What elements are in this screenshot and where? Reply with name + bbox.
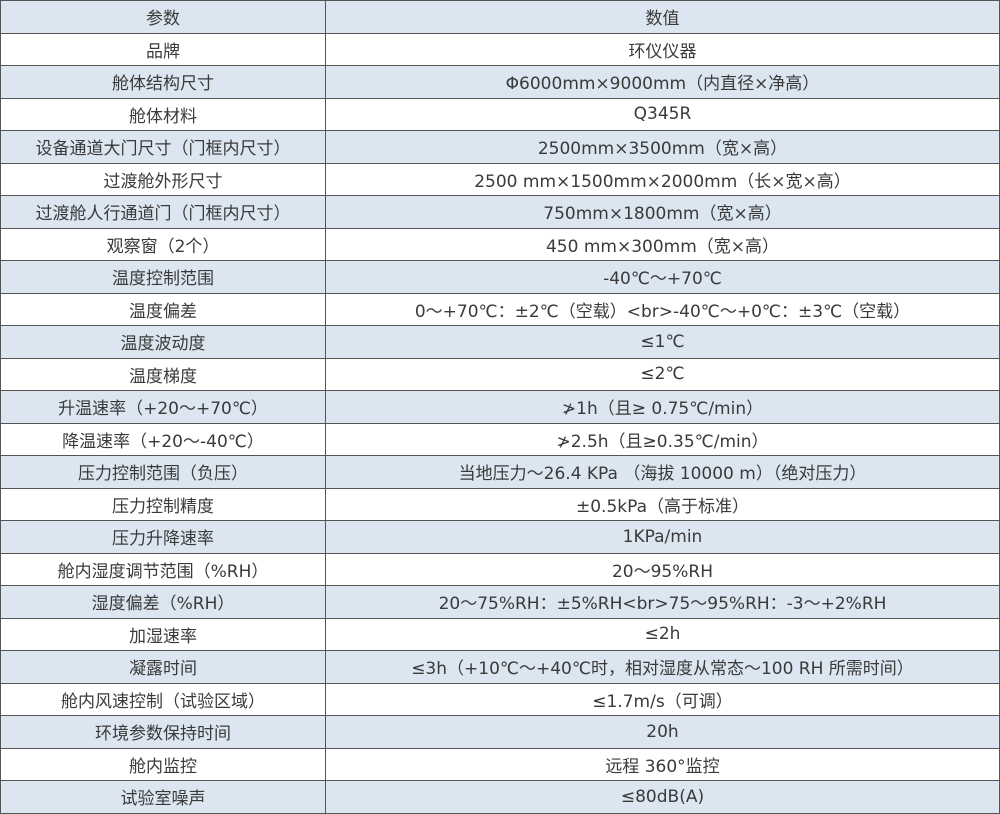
parameter-cell: 凝露时间: [0, 650, 326, 684]
parameter-cell: 设备通道大门尺寸（门框内尺寸）: [0, 130, 326, 164]
value-cell: 750mm×1800mm（宽×高）: [325, 195, 1000, 229]
table-row: 舱内监控 远程 360°监控: [0, 747, 1000, 781]
parameter-cell: 舱内风速控制（试验区域）: [0, 682, 326, 716]
table-row: 舱体结构尺寸 Φ6000mm×9000mm（内直径×净高）: [0, 65, 1000, 99]
table-row: 舱内湿度调节范围（%RH） 20～95%RH: [0, 552, 1000, 586]
parameter-cell: 舱内湿度调节范围（%RH）: [0, 552, 326, 586]
value-cell: ≤2h: [325, 617, 1000, 651]
table-row: 降温速率（+20～-40℃） ≯2.5h（且≥0.35℃/min）: [0, 422, 1000, 456]
table-row: 过渡舱外形尺寸 2500 mm×1500mm×2000mm（长×宽×高）: [0, 162, 1000, 196]
table-row: 温度偏差 0～+70℃：±2℃（空载）<br>-40℃～+0℃：±3℃（空载）: [0, 292, 1000, 326]
table-header-row: 参数 数值: [0, 0, 1000, 34]
value-cell: ≤1℃: [325, 325, 1000, 359]
value-cell: ≤3h（+10℃～+40℃时，相对湿度从常态～100 RH 所需时间）: [325, 650, 1000, 684]
table-row: 压力控制范围（负压） 当地压力～26.4 KPa （海拔 10000 m）（绝对压…: [0, 455, 1000, 489]
value-cell: ≯1h（且≥ 0.75℃/min）: [325, 390, 1000, 424]
parameter-cell: 温度偏差: [0, 292, 326, 326]
parameter-cell: 过渡舱外形尺寸: [0, 162, 326, 196]
value-cell: 2500 mm×1500mm×2000mm（长×宽×高）: [325, 162, 1000, 196]
table-row: 升温速率（+20～+70℃） ≯1h（且≥ 0.75℃/min）: [0, 390, 1000, 424]
parameter-cell: 舱内监控: [0, 747, 326, 781]
table-row: 压力控制精度 ±0.5kPa（高于标准）: [0, 487, 1000, 521]
table-row: 品牌 环仪仪器: [0, 32, 1000, 66]
table-row: 观察窗（2个） 450 mm×300mm（宽×高）: [0, 227, 1000, 261]
value-cell: 2500mm×3500mm（宽×高）: [325, 130, 1000, 164]
value-cell: ±0.5kPa（高于标准）: [325, 487, 1000, 521]
value-cell: ≤80dB(A): [325, 780, 1000, 814]
table-row: 加湿速率 ≤2h: [0, 617, 1000, 651]
parameter-cell: 压力升降速率: [0, 520, 326, 554]
table-row: 环境参数保持时间 20h: [0, 715, 1000, 749]
value-cell: 0～+70℃：±2℃（空载）<br>-40℃～+0℃：±3℃（空载）: [325, 292, 1000, 326]
table-row: 压力升降速率 1KPa/min: [0, 520, 1000, 554]
parameter-cell: 试验室噪声: [0, 780, 326, 814]
table-row: 温度波动度 ≤1℃: [0, 325, 1000, 359]
table-row: 舱内风速控制（试验区域） ≤1.7m/s（可调）: [0, 682, 1000, 716]
value-cell: ≤1.7m/s（可调）: [325, 682, 1000, 716]
parameter-cell: 过渡舱人行通道门（门框内尺寸）: [0, 195, 326, 229]
parameter-cell: 舱体结构尺寸: [0, 65, 326, 99]
parameter-cell: 升温速率（+20～+70℃）: [0, 390, 326, 424]
value-cell: Q345R: [325, 97, 1000, 131]
table-row: 过渡舱人行通道门（门框内尺寸） 750mm×1800mm（宽×高）: [0, 195, 1000, 229]
parameter-cell: 温度波动度: [0, 325, 326, 359]
value-cell: 450 mm×300mm（宽×高）: [325, 227, 1000, 261]
parameter-cell: 温度梯度: [0, 357, 326, 391]
table-row: 试验室噪声 ≤80dB(A): [0, 780, 1000, 814]
value-cell: 20h: [325, 715, 1000, 749]
value-cell: -40℃～+70℃: [325, 260, 1000, 294]
value-cell: ≤2℃: [325, 357, 1000, 391]
parameter-cell: 品牌: [0, 32, 326, 66]
parameter-cell: 温度控制范围: [0, 260, 326, 294]
header-value: 数值: [325, 0, 1000, 34]
parameter-cell: 降温速率（+20～-40℃）: [0, 422, 326, 456]
value-cell: 远程 360°监控: [325, 747, 1000, 781]
value-cell: Φ6000mm×9000mm（内直径×净高）: [325, 65, 1000, 99]
parameter-cell: 环境参数保持时间: [0, 715, 326, 749]
value-cell: 20～95%RH: [325, 552, 1000, 586]
parameter-cell: 舱体材料: [0, 97, 326, 131]
table-row: 湿度偏差（%RH） 20～75%RH：±5%RH<br>75～95%RH：-3～+…: [0, 585, 1000, 619]
table-row: 设备通道大门尺寸（门框内尺寸） 2500mm×3500mm（宽×高）: [0, 130, 1000, 164]
table-row: 温度梯度 ≤2℃: [0, 357, 1000, 391]
value-cell: ≯2.5h（且≥0.35℃/min）: [325, 422, 1000, 456]
parameter-cell: 观察窗（2个）: [0, 227, 326, 261]
table-row: 舱体材料 Q345R: [0, 97, 1000, 131]
value-cell: 20～75%RH：±5%RH<br>75～95%RH：-3～+2%RH: [325, 585, 1000, 619]
value-cell: 环仪仪器: [325, 32, 1000, 66]
value-cell: 当地压力～26.4 KPa （海拔 10000 m）（绝对压力）: [325, 455, 1000, 489]
table-row: 凝露时间 ≤3h（+10℃～+40℃时，相对湿度从常态～100 RH 所需时间）: [0, 650, 1000, 684]
table-row: 温度控制范围 -40℃～+70℃: [0, 260, 1000, 294]
parameter-cell: 湿度偏差（%RH）: [0, 585, 326, 619]
parameter-cell: 压力控制精度: [0, 487, 326, 521]
header-parameter: 参数: [0, 0, 326, 34]
parameter-cell: 压力控制范围（负压）: [0, 455, 326, 489]
parameter-cell: 加湿速率: [0, 617, 326, 651]
value-cell: 1KPa/min: [325, 520, 1000, 554]
